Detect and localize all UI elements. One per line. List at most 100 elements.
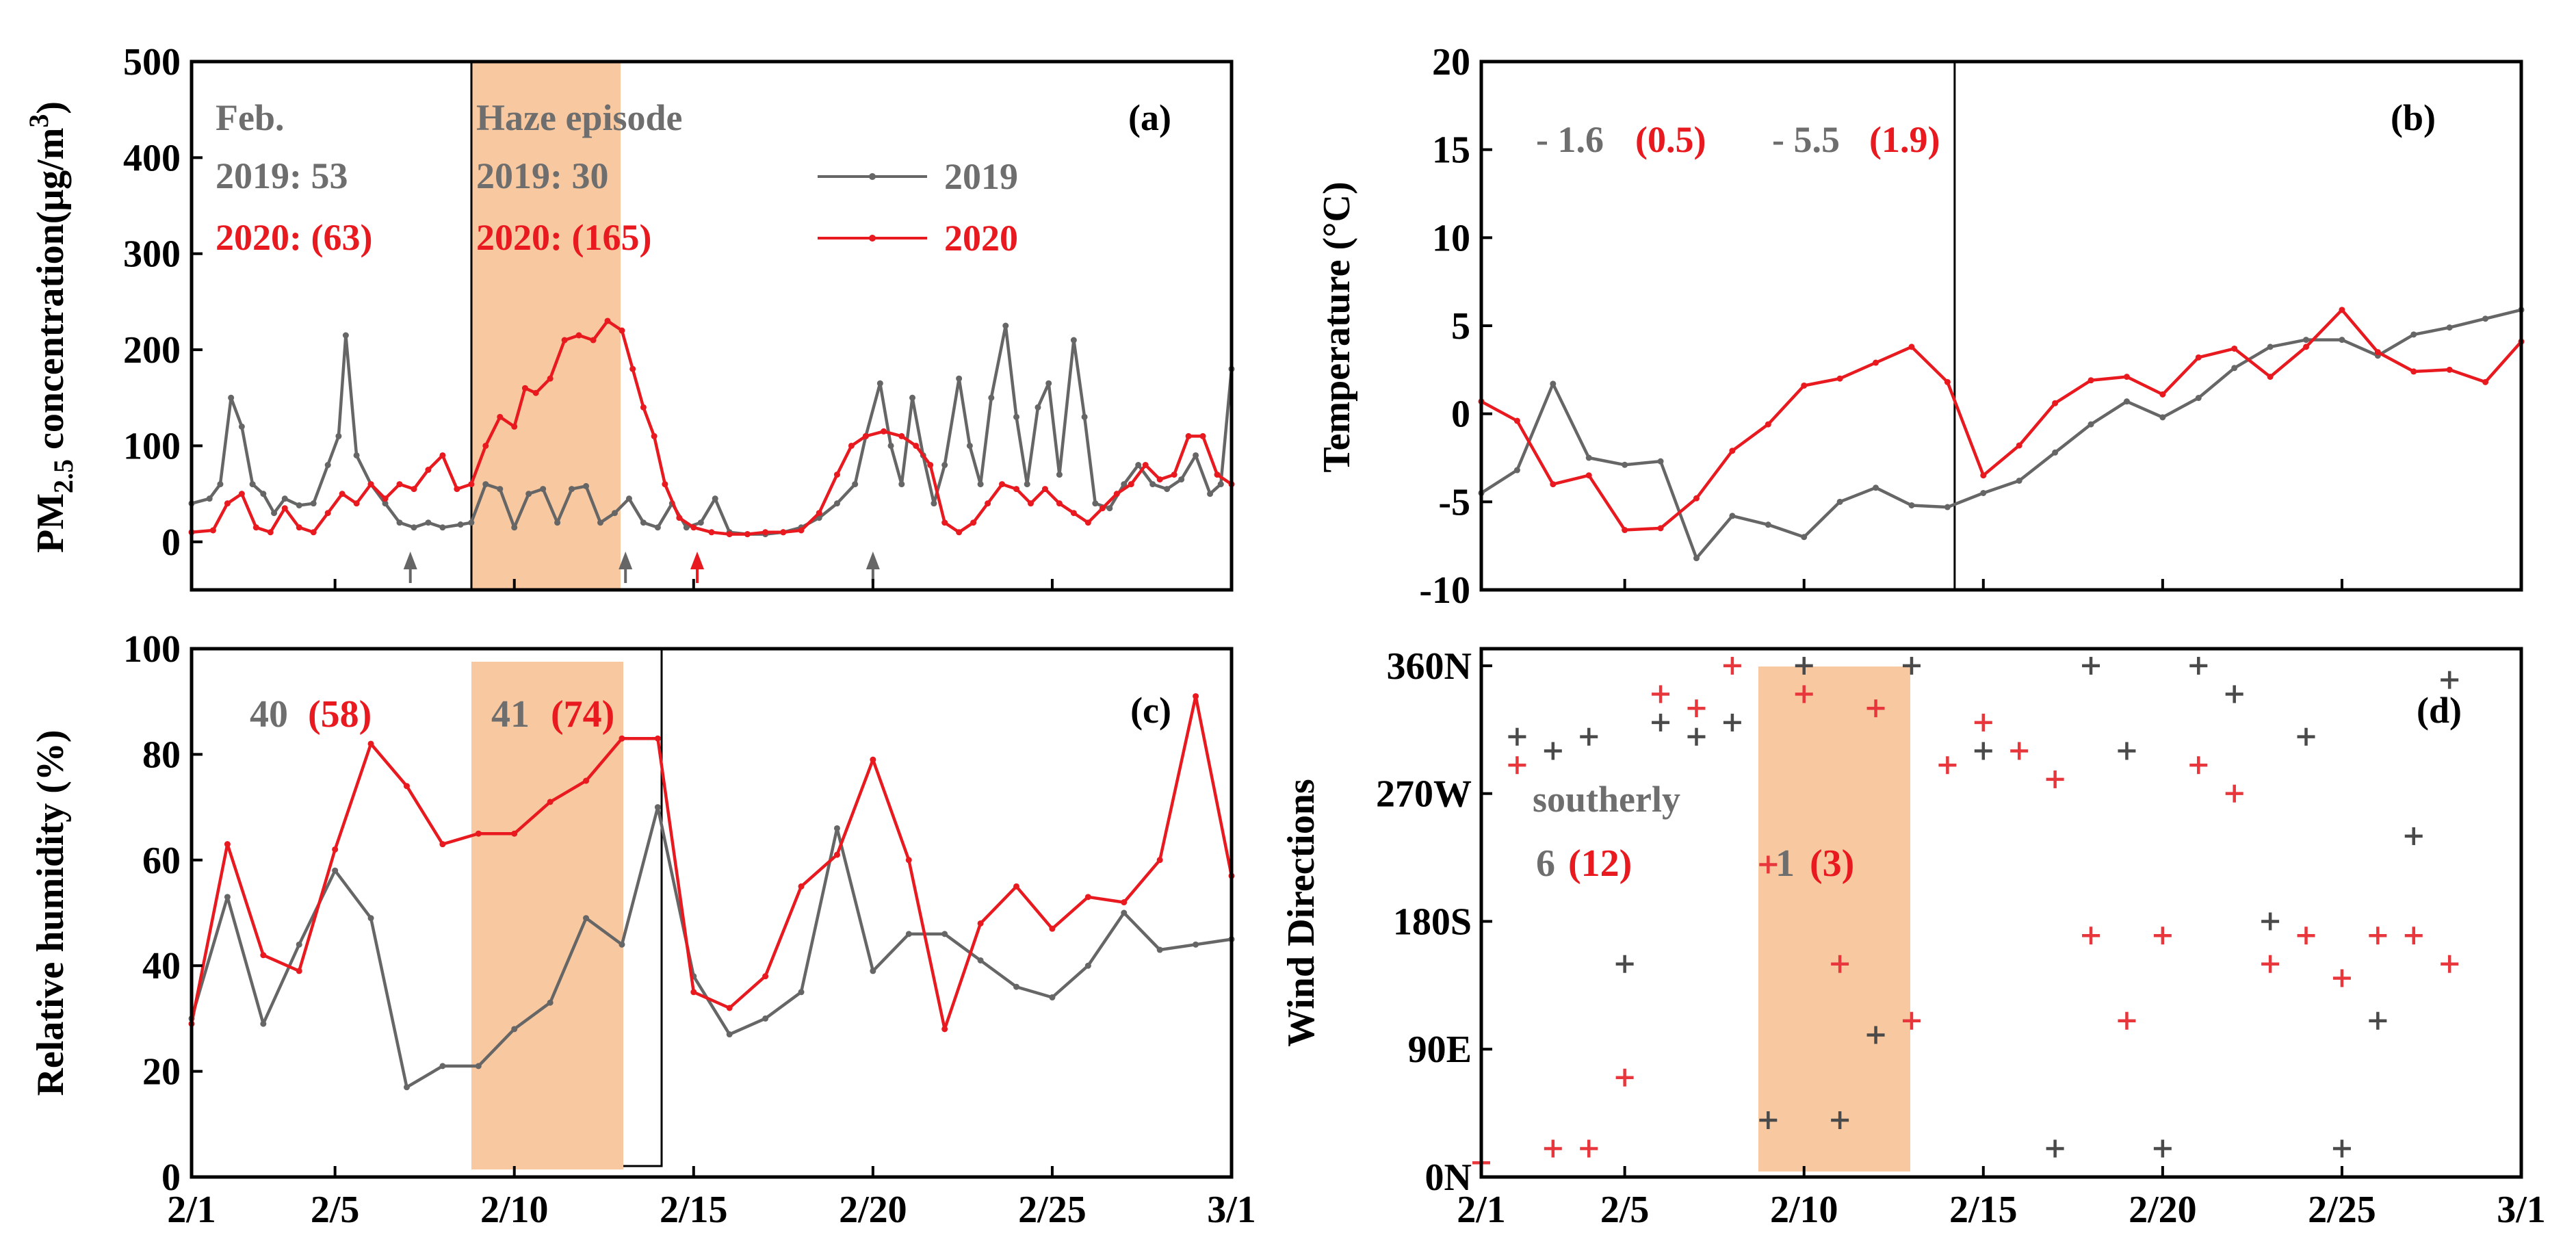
panel-a-point-2020 bbox=[1142, 462, 1149, 469]
panel-d-point-2020 bbox=[1615, 1068, 1634, 1087]
panel-b-ytick-label: -10 bbox=[1419, 569, 1470, 612]
panel-d-point-2020 bbox=[1831, 955, 1849, 973]
legend-2019-label: 2019 bbox=[944, 156, 1018, 197]
panel-a-haze-2020: 2020: (165) bbox=[476, 217, 651, 258]
panel-b-point-2019 bbox=[1693, 555, 1700, 562]
panel-b-point-2020 bbox=[2446, 366, 2453, 373]
panel-a-point-2019 bbox=[909, 394, 916, 401]
panel-b-point-2020 bbox=[1944, 378, 1951, 385]
panel-a-point-2020 bbox=[1171, 471, 1178, 478]
panel-c-point-2019 bbox=[332, 867, 339, 874]
panel-c-point-2019 bbox=[511, 1026, 518, 1033]
panel-b-point-2019 bbox=[2195, 395, 2202, 402]
panel-a-point-2019 bbox=[271, 510, 278, 517]
panel-d-haze-band bbox=[1758, 667, 1910, 1172]
panel-b-point-2019 bbox=[2016, 477, 2022, 484]
panel-c-frame bbox=[190, 647, 1234, 1179]
panel-a-point-2020 bbox=[1056, 500, 1063, 507]
panel-b-point-2020 bbox=[2482, 378, 2489, 385]
panel-d-label: (d) bbox=[2417, 690, 2462, 731]
panel-a-point-2020 bbox=[1113, 491, 1120, 497]
panel-d-point-2020 bbox=[2261, 955, 2280, 973]
panel-c-point-2019 bbox=[905, 931, 912, 937]
panel-a-point-2020 bbox=[482, 442, 489, 449]
panel-d-xtick-label: 3/1 bbox=[2497, 1189, 2546, 1231]
panel-a-point-2020 bbox=[726, 531, 733, 538]
panel-b-point-2020 bbox=[1585, 472, 1592, 479]
panel-c-xtick-label: 2/20 bbox=[839, 1189, 907, 1231]
panel-a-point-2019 bbox=[887, 442, 894, 449]
panel-c-point-2020 bbox=[547, 799, 554, 805]
panel-b-point-2020 bbox=[1980, 472, 1987, 479]
panel-b-ytick-label: -5 bbox=[1438, 481, 1470, 523]
panel-a-pm25: 0 100 200 300 400 500 PM2.5 concentration(μg/… bbox=[23, 41, 1235, 592]
panel-a-point-2020 bbox=[1027, 500, 1034, 507]
panel-a-point-2019 bbox=[228, 394, 235, 401]
panel-d-point-2019 bbox=[1580, 727, 1598, 746]
panel-d-ytick-label: 180S bbox=[1393, 901, 1472, 943]
panel-c-haze-2019: 41 bbox=[491, 693, 530, 736]
panel-a-point-2019 bbox=[396, 519, 403, 526]
panel-b-point-2020 bbox=[1836, 375, 1843, 382]
panel-d-xtick-label: 2/10 bbox=[1770, 1189, 1838, 1231]
panel-d-point-2019 bbox=[1866, 1026, 1885, 1044]
panel-d-haze-2020: (3) bbox=[1810, 842, 1854, 885]
panel-d-point-2019 bbox=[2332, 1139, 2351, 1158]
panel-a-point-2020 bbox=[690, 524, 697, 531]
panel-b-point-2019 bbox=[1622, 461, 1628, 468]
panel-c-point-2020 bbox=[332, 846, 339, 853]
panel-a-point-2019 bbox=[468, 519, 475, 526]
panel-a-point-2020 bbox=[575, 332, 582, 339]
panel-a-point-2019 bbox=[353, 452, 360, 458]
panel-b-point-2020 bbox=[1622, 527, 1628, 534]
panel-c-point-2019 bbox=[1049, 994, 1056, 1001]
panel-b-point-2020 bbox=[2231, 345, 2238, 352]
panel-b-point-2020 bbox=[2195, 354, 2202, 361]
panel-a-point-2019 bbox=[1193, 452, 1199, 458]
panel-a-point-2019 bbox=[206, 495, 213, 502]
panel-a-haze-title: Haze episode bbox=[476, 97, 682, 138]
panel-a-point-2019 bbox=[439, 524, 446, 531]
panel-a-point-2020 bbox=[468, 481, 475, 488]
panel-d-pre-2019: 6 bbox=[1536, 842, 1555, 885]
panel-b-point-2019 bbox=[1765, 521, 1771, 528]
panel-d-point-2020 bbox=[1938, 756, 1957, 775]
panel-c-point-2020 bbox=[798, 883, 805, 890]
panel-b-point-2019 bbox=[1908, 502, 1915, 508]
panel-a-point-2020 bbox=[798, 527, 805, 534]
panel-c-label: (c) bbox=[1130, 690, 1171, 731]
panel-a-point-2019 bbox=[1002, 322, 1009, 329]
panel-a-point-2019 bbox=[296, 502, 302, 508]
panel-c-point-2019 bbox=[583, 915, 590, 922]
panel-d-point-2019 bbox=[2441, 671, 2459, 689]
panel-a-point-2019 bbox=[1045, 380, 1052, 387]
panel-c-point-2020 bbox=[439, 841, 446, 848]
panel-d-point-2020 bbox=[2369, 927, 2387, 945]
panel-a-point-2019 bbox=[310, 500, 317, 507]
panel-d-point-2020 bbox=[2441, 955, 2459, 973]
panel-c-ytick-label: 80 bbox=[142, 734, 181, 776]
panel-b-point-2019 bbox=[2159, 414, 2166, 421]
panel-d-point-2019 bbox=[2225, 685, 2243, 703]
panel-b-pre-2020: (0.5) bbox=[1635, 119, 1706, 160]
panel-c-point-2019 bbox=[1084, 962, 1091, 969]
panel-d-point-2020 bbox=[1580, 1139, 1598, 1158]
panel-a-point-2019 bbox=[640, 519, 647, 526]
panel-c-point-2020 bbox=[296, 968, 302, 974]
panel-c-point-2020 bbox=[1084, 894, 1091, 901]
panel-a-point-2020 bbox=[1041, 486, 1048, 493]
panel-b-point-2020 bbox=[1801, 382, 1808, 389]
panel-a-point-2019 bbox=[260, 491, 267, 497]
panel-c-ylabel: Relative humidity (%) bbox=[29, 729, 72, 1096]
panel-b-point-2019 bbox=[2123, 398, 2130, 405]
panel-c-point-2020 bbox=[260, 952, 267, 959]
panel-a-point-2020 bbox=[651, 432, 658, 439]
panel-b-point-2020 bbox=[2303, 344, 2310, 350]
panel-c-point-2020 bbox=[762, 973, 769, 980]
panel-d-point-2020 bbox=[2297, 927, 2315, 945]
panel-c-point-2019 bbox=[224, 894, 231, 901]
panel-a-point-2020 bbox=[848, 442, 855, 449]
panel-a-point-2020 bbox=[411, 486, 417, 493]
panel-d-point-2019 bbox=[1831, 1111, 1849, 1129]
panel-c-point-2019 bbox=[726, 1031, 733, 1038]
